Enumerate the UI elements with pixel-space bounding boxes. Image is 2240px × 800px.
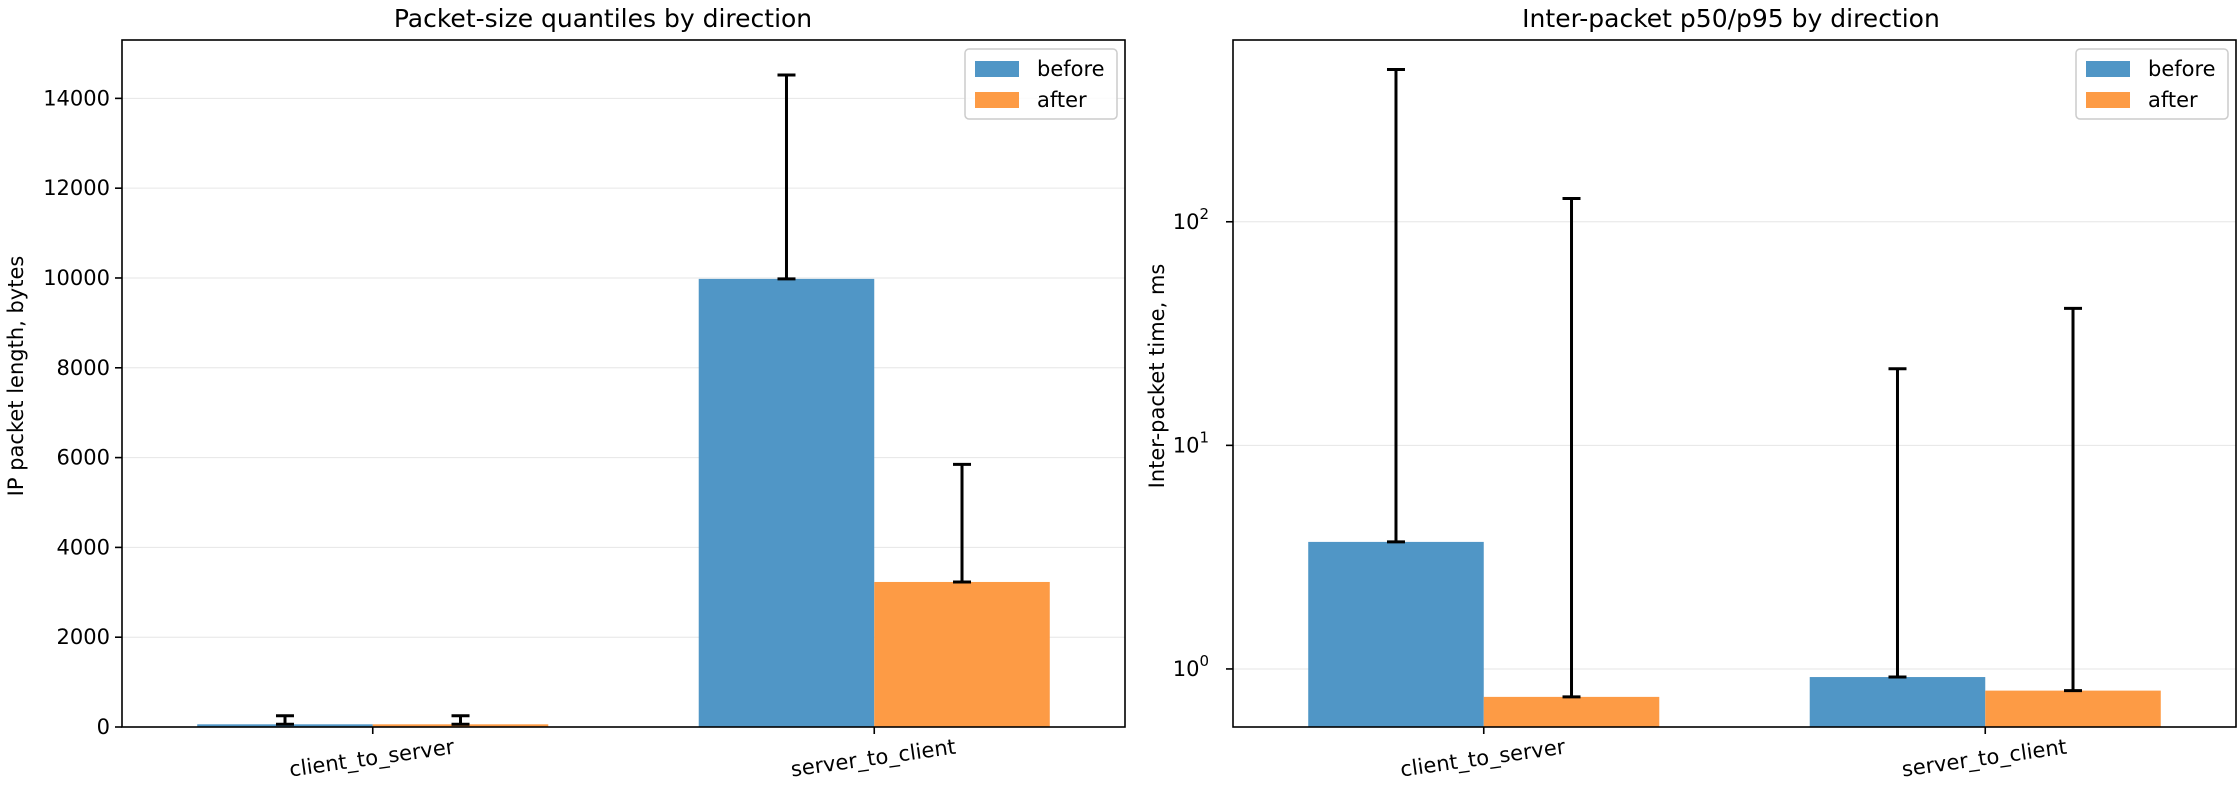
legend: before after bbox=[2075, 48, 2229, 120]
x-ticks: client_to_server server_to_client bbox=[1399, 727, 2068, 783]
y-tick-label: 100 bbox=[1173, 652, 1209, 681]
bar-before-server_to_client bbox=[1809, 677, 1986, 727]
bar-before-client_to_server bbox=[1308, 541, 1484, 727]
y-tick-label: 0 bbox=[97, 715, 110, 739]
x-tick-label: server_to_client bbox=[1900, 735, 2068, 783]
legend-swatch-after bbox=[2086, 92, 2130, 108]
y-axis-label: IP packet length, bytes bbox=[4, 256, 28, 497]
bar-before-server_to_client bbox=[698, 278, 875, 727]
chart-title: Inter-packet p50/p95 by direction bbox=[1522, 4, 1940, 33]
legend-label-before: before bbox=[1037, 57, 1105, 81]
y-tick-label: 10000 bbox=[43, 266, 110, 290]
y-tick-label: 4000 bbox=[57, 535, 110, 559]
y-tick-label: 2000 bbox=[57, 625, 110, 649]
x-tick-label: client_to_server bbox=[288, 735, 456, 783]
chart-title: Packet-size quantiles by direction bbox=[394, 4, 812, 33]
y-tick-exponent: 2 bbox=[1199, 205, 1209, 223]
error-bars bbox=[1386, 67, 2083, 699]
bar-after-client_to_server bbox=[1483, 696, 1660, 727]
grid-lines bbox=[122, 97, 1125, 728]
y-tick-exponent: 1 bbox=[1199, 428, 1209, 446]
x-tick-label: server_to_client bbox=[789, 735, 957, 783]
y-tick-label: 8000 bbox=[57, 356, 110, 380]
packet-size-chart: Packet-size quantiles by direction IP pa… bbox=[4, 4, 1126, 783]
legend-swatch-before bbox=[2086, 61, 2130, 77]
bar-after-server_to_client bbox=[874, 581, 1050, 727]
error-bars bbox=[275, 73, 972, 726]
legend-swatch-after bbox=[975, 92, 1019, 108]
plot-frame bbox=[121, 39, 1126, 728]
bar-after-server_to_client bbox=[1985, 690, 2161, 727]
legend-label-before: before bbox=[2148, 57, 2216, 81]
x-tick-label: client_to_server bbox=[1399, 735, 1567, 783]
y-tick-label: 102 bbox=[1173, 205, 1209, 234]
y-tick-exponent: 0 bbox=[1199, 652, 1209, 670]
y-tick-label: 6000 bbox=[57, 446, 110, 470]
y-ticks: 0 2000 4000 6000 8000 10000 12000 14000 bbox=[43, 86, 122, 739]
y-tick-label: 12000 bbox=[43, 176, 110, 200]
plot-frame bbox=[1232, 39, 2237, 728]
y-axis-label: Inter-packet time, ms bbox=[1145, 264, 1169, 489]
inter-packet-chart: Inter-packet p50/p95 by direction Inter-… bbox=[1145, 4, 2237, 783]
legend-label-after: after bbox=[1037, 88, 1087, 112]
bars bbox=[1308, 541, 2161, 727]
bars bbox=[197, 278, 1050, 727]
y-tick-label: 101 bbox=[1173, 428, 1209, 457]
y-tick-label: 14000 bbox=[43, 86, 110, 110]
legend-label-after: after bbox=[2148, 88, 2198, 112]
legend-swatch-before bbox=[975, 61, 1019, 77]
legend: before after bbox=[964, 48, 1118, 120]
x-ticks: client_to_server server_to_client bbox=[288, 727, 957, 783]
